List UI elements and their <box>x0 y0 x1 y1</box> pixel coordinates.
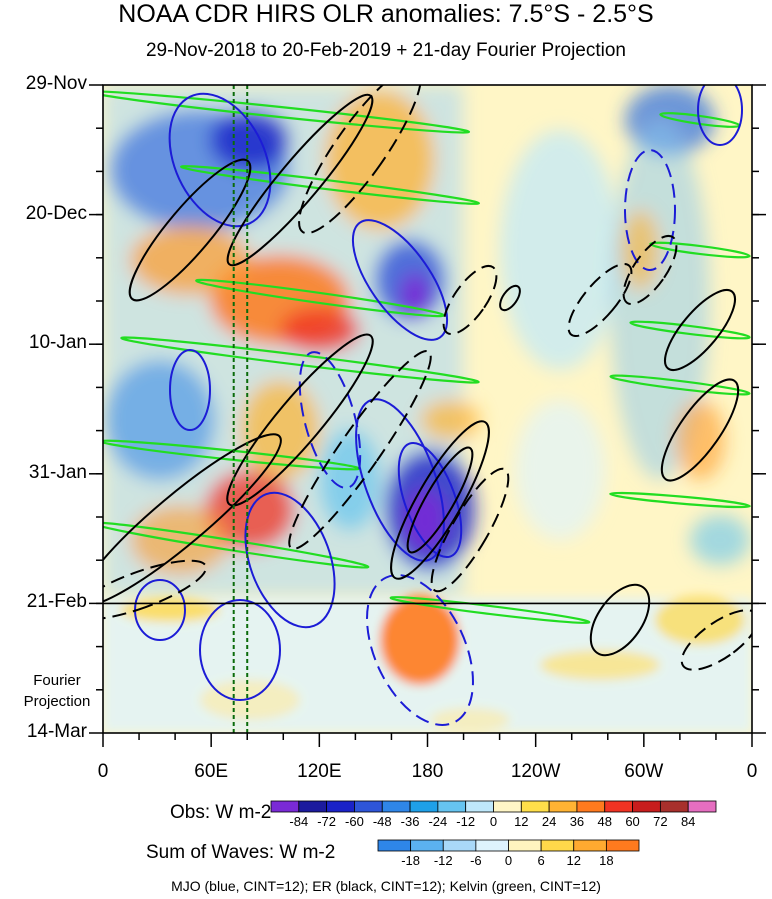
x-tick-label-6: 0 <box>746 761 758 782</box>
obs-colorbar-swatch-3 <box>354 800 383 813</box>
projection-label: Fourier Projection <box>14 670 100 712</box>
obs-colorbar-swatch-0 <box>270 800 300 813</box>
obs-colorbar-swatch-6 <box>437 800 467 813</box>
waves-colorbar-swatch-1 <box>410 839 444 852</box>
obs-colorbar-swatch-2 <box>326 800 355 813</box>
waves-colorbar-swatch-3 <box>475 839 509 852</box>
waves-colorbar-swatch-6 <box>573 839 607 852</box>
obs-colorbar-label-8: 12 <box>514 814 529 829</box>
obs-colorbar-label-4: -36 <box>400 814 420 829</box>
x-tick-label-4: 120W <box>510 761 561 782</box>
olr-anomaly-field <box>103 85 752 733</box>
y-tick-label-5: 14-Mar <box>26 721 87 742</box>
waves-colorbar-label-0: -18 <box>401 853 421 868</box>
x-tick-label-3: 180 <box>411 761 444 782</box>
chart-subtitle: 29-Nov-2018 to 20-Feb-2019 + 21-day Four… <box>145 40 627 61</box>
x-tick-label-2: 120E <box>297 761 342 782</box>
y-tick-label-3: 31-Jan <box>28 461 87 483</box>
obs-colorbar-label-6: -12 <box>456 814 476 829</box>
wave-legend-caption: MJO (blue, CINT=12); ER (black, CINT=12)… <box>171 878 601 894</box>
waves-colorbar-swatch-0 <box>377 839 412 852</box>
obs-colorbar-swatch-5 <box>409 800 439 813</box>
obs-colorbar-label-0: -84 <box>289 814 309 829</box>
obs-colorbar-label-14: 84 <box>680 814 696 829</box>
waves-colorbar-swatch-2 <box>442 839 477 852</box>
waves-colorbar <box>377 839 640 852</box>
y-tick-label-2: 10-Jan <box>28 332 87 354</box>
obs-colorbar-swatch-9 <box>520 800 550 813</box>
obs-colorbar-swatch-11 <box>576 800 606 813</box>
chart-title: NOAA CDR HIRS OLR anomalies: 7.5°S - 2.5… <box>118 0 654 28</box>
waves-colorbar-label-5: 12 <box>566 853 581 868</box>
reference-longitude-lines <box>232 85 249 733</box>
obs-colorbar-swatch-7 <box>465 800 494 813</box>
obs-colorbar-swatch-15 <box>687 800 717 813</box>
kelvin-contours <box>103 90 751 624</box>
obs-colorbar-label-5: -24 <box>428 814 448 829</box>
y-tick-label-0: 29-Nov <box>25 73 87 94</box>
waves-colorbar-label-6: 18 <box>599 853 614 868</box>
waves-colorbar-title: Sum of Waves: W m-2 <box>146 842 336 863</box>
obs-colorbar-label-9: 24 <box>541 814 557 829</box>
waves-colorbar-label-4: 6 <box>537 853 545 868</box>
obs-colorbar <box>270 800 717 813</box>
obs-colorbar-label-1: -72 <box>317 814 337 829</box>
obs-colorbar-swatch-14 <box>659 800 689 813</box>
obs-colorbar-title: Obs: W m-2 <box>170 802 272 823</box>
waves-colorbar-label-3: 0 <box>504 853 513 868</box>
x-tick-label-5: 60W <box>624 761 664 782</box>
obs-colorbar-label-10: 36 <box>569 814 585 829</box>
obs-colorbar-label-11: 48 <box>597 814 612 829</box>
waves-colorbar-swatch-5 <box>540 839 575 852</box>
waves-colorbar-label-1: -12 <box>433 853 453 868</box>
projection-label-line2: Projection <box>23 693 91 710</box>
obs-colorbar-swatch-13 <box>632 800 661 813</box>
obs-colorbar-swatch-10 <box>548 800 578 813</box>
obs-colorbar-label-2: -60 <box>345 814 364 829</box>
waves-colorbar-swatch-7 <box>605 839 640 852</box>
obs-colorbar-label-13: 72 <box>653 814 668 829</box>
projection-label-line1: Fourier <box>33 672 81 689</box>
obs-colorbar-label-3: -48 <box>372 814 392 829</box>
y-tick-label-4: 21-Feb <box>26 591 87 613</box>
obs-colorbar-swatch-1 <box>298 800 328 813</box>
axis-ticks <box>89 84 766 747</box>
obs-colorbar-swatch-8 <box>493 800 522 813</box>
x-tick-label-1: 60E <box>194 761 229 782</box>
obs-colorbar-swatch-4 <box>381 800 411 813</box>
obs-colorbar-label-12: 60 <box>625 814 640 829</box>
waves-colorbar-swatch-4 <box>508 839 542 852</box>
er-contours <box>103 93 740 657</box>
y-tick-label-1: 20-Dec <box>25 202 87 224</box>
obs-colorbar-label-7: 0 <box>489 814 498 829</box>
x-tick-label-0: 0 <box>97 761 109 782</box>
waves-colorbar-label-2: -6 <box>470 853 482 868</box>
mjo-contours <box>134 85 743 701</box>
obs-colorbar-swatch-12 <box>604 800 633 813</box>
